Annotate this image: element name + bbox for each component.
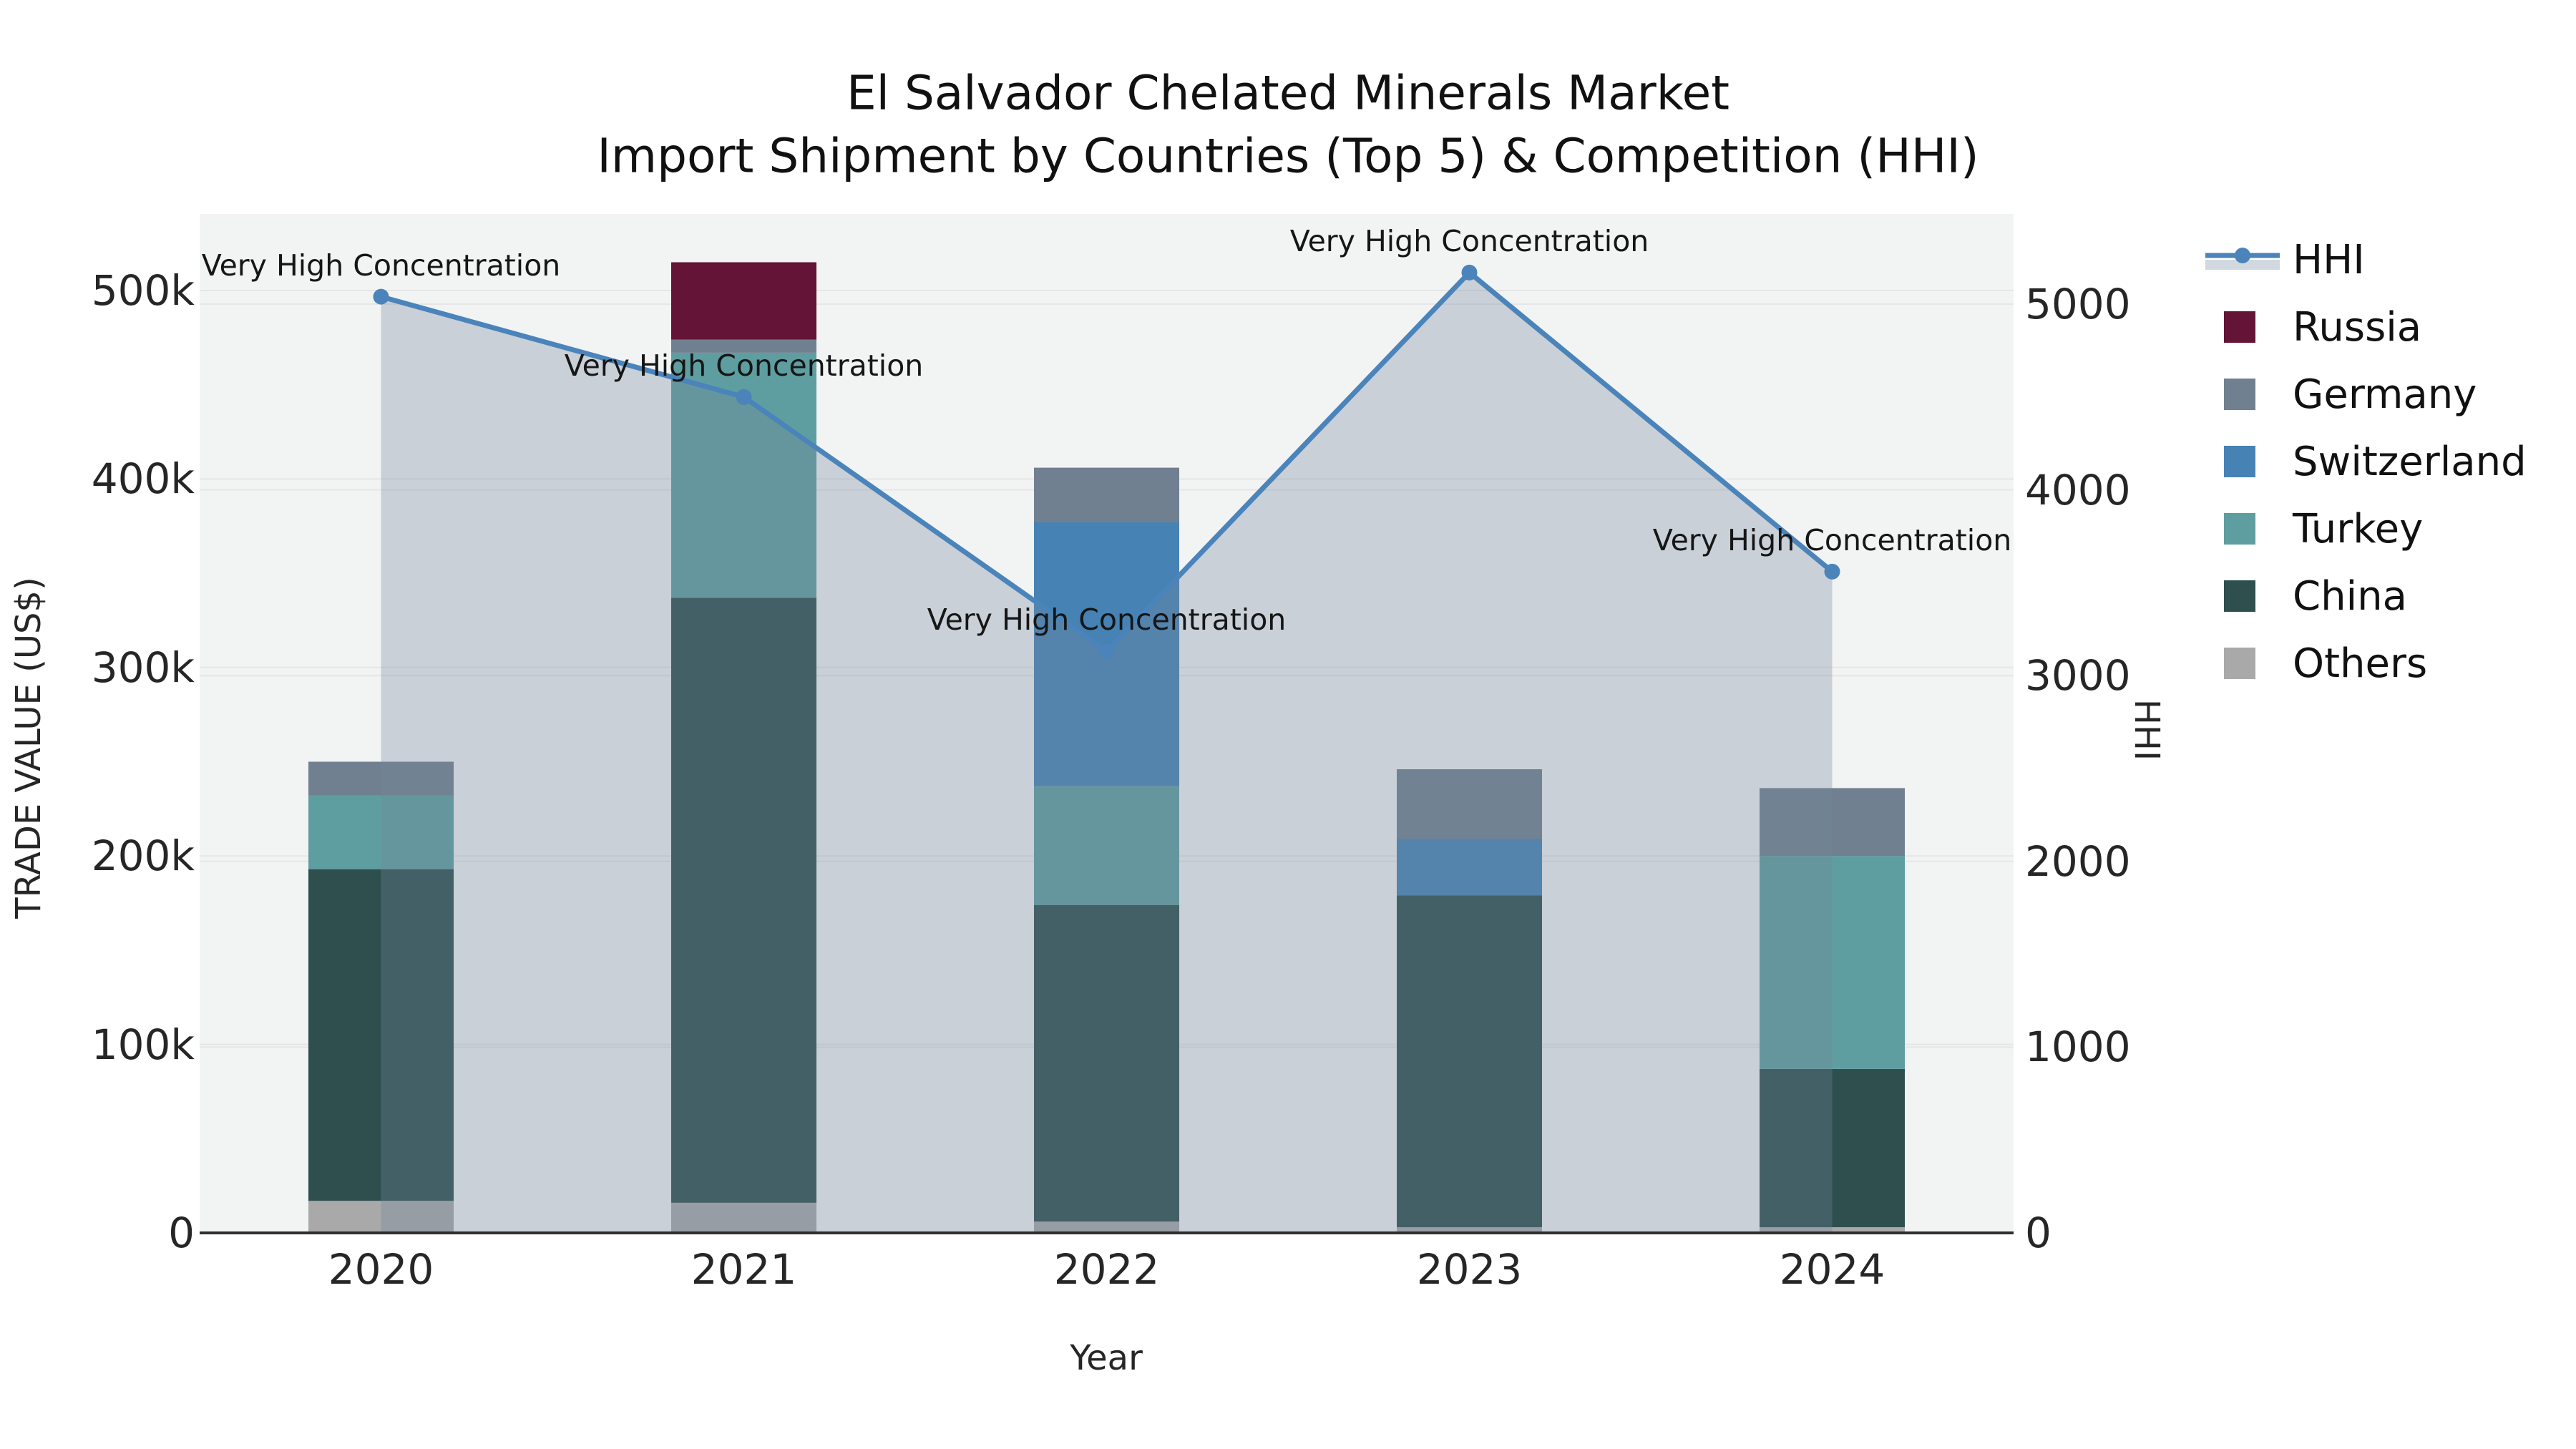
legend-label-germany: Germany bbox=[2293, 371, 2477, 418]
bar-segment-germany-2024[interactable] bbox=[1760, 788, 1905, 857]
bar-segment-china-2023[interactable] bbox=[1397, 895, 1542, 1228]
chart-title-line1: El Salvador Chelated Minerals Market bbox=[846, 65, 1730, 121]
bar-segment-china-2024[interactable] bbox=[1760, 1068, 1905, 1228]
annotation-very-high-concentration-2024: Very High Concentration bbox=[1652, 522, 2012, 557]
legend-label-china: China bbox=[2293, 572, 2407, 620]
bar-segment-others-2021[interactable] bbox=[671, 1202, 816, 1233]
x-tick-2024: 2024 bbox=[1779, 1245, 1885, 1294]
bar-segment-germany-2021[interactable] bbox=[671, 339, 816, 353]
legend-swatch-china-icon bbox=[2224, 580, 2255, 612]
annotation-very-high-concentration-2023: Very High Concentration bbox=[1289, 223, 1649, 258]
legend-item-turkey[interactable]: Turkey bbox=[2202, 495, 2527, 562]
legend-label-hhi: HHI bbox=[2293, 236, 2365, 283]
y-right-tick-3000: 3000 bbox=[2025, 651, 2131, 701]
y-right-tick-2000: 2000 bbox=[2025, 836, 2131, 886]
legend-swatch-russia-icon bbox=[2224, 311, 2255, 343]
hhi-marker-2024[interactable] bbox=[1824, 563, 1840, 580]
bar-segment-china-2020[interactable] bbox=[308, 869, 454, 1201]
y-left-tick-100k: 100k bbox=[91, 1020, 195, 1069]
bar-segment-china-2021[interactable] bbox=[671, 597, 816, 1203]
bar-segment-turkey-2022[interactable] bbox=[1034, 786, 1179, 905]
bar-segment-switzerland-2023[interactable] bbox=[1397, 839, 1542, 896]
y-axis-left-title: TRADE VALUE (US$) bbox=[9, 577, 49, 919]
legend-item-germany[interactable]: Germany bbox=[2202, 361, 2527, 428]
y-axis-right-title: HHI bbox=[2127, 698, 2167, 761]
x-tick-2023: 2023 bbox=[1416, 1245, 1523, 1294]
bar-segment-germany-2020[interactable] bbox=[308, 761, 454, 796]
legend-item-hhi[interactable]: HHI bbox=[2202, 226, 2527, 293]
legend-swatch-turkey-icon bbox=[2224, 513, 2255, 545]
legend-item-china[interactable]: China bbox=[2202, 562, 2527, 630]
legend-item-russia[interactable]: Russia bbox=[2202, 293, 2527, 361]
legend-swatch-others-icon bbox=[2224, 648, 2255, 679]
legend-swatch-switzerland-icon bbox=[2224, 446, 2255, 477]
y-left-tick-400k: 400k bbox=[91, 454, 195, 504]
annotation-very-high-concentration-2022: Very High Concentration bbox=[927, 602, 1287, 638]
legend: HHI Russia Germany Switzerland Turkey China Ot… bbox=[2202, 226, 2527, 697]
hhi-area-fill bbox=[381, 272, 1833, 1233]
bar-segment-turkey-2024[interactable] bbox=[1760, 856, 1905, 1069]
legend-item-switzerland[interactable]: Switzerland bbox=[2202, 428, 2527, 495]
hhi-marker-2022[interactable] bbox=[1098, 643, 1115, 660]
x-tick-2020: 2020 bbox=[328, 1245, 434, 1294]
y-left-tick-300k: 300k bbox=[91, 643, 195, 692]
bar-segment-germany-2022[interactable] bbox=[1034, 467, 1179, 522]
bar-segment-others-2022[interactable] bbox=[1034, 1221, 1179, 1233]
legend-label-russia: Russia bbox=[2293, 303, 2422, 351]
hhi-line-icon bbox=[2205, 248, 2280, 270]
y-left-tick-500k: 500k bbox=[91, 266, 195, 315]
bar-segment-turkey-2020[interactable] bbox=[308, 795, 454, 869]
y-right-tick-0: 0 bbox=[2025, 1209, 2051, 1257]
bar-segment-russia-2021[interactable] bbox=[671, 262, 816, 340]
chart-title-line2: Import Shipment by Countries (Top 5) & C… bbox=[597, 128, 1979, 184]
bar-segment-germany-2023[interactable] bbox=[1397, 769, 1542, 839]
x-tick-2022: 2022 bbox=[1053, 1245, 1160, 1294]
hhi-marker-2021[interactable] bbox=[736, 389, 752, 405]
bar-segment-others-2020[interactable] bbox=[308, 1201, 454, 1233]
annotation-very-high-concentration-2021: Very High Concentration bbox=[564, 348, 924, 383]
y-right-tick-5000: 5000 bbox=[2025, 280, 2131, 328]
bar-segment-others-2023[interactable] bbox=[1397, 1227, 1542, 1233]
legend-label-turkey: Turkey bbox=[2293, 505, 2424, 552]
x-tick-2021: 2021 bbox=[691, 1245, 797, 1294]
y-left-tick-200k: 200k bbox=[91, 831, 195, 881]
legend-swatch-germany-icon bbox=[2224, 379, 2255, 410]
y-right-tick-4000: 4000 bbox=[2025, 465, 2131, 514]
hhi-marker-2023[interactable] bbox=[1461, 264, 1478, 280]
hhi-marker-2020[interactable] bbox=[373, 288, 389, 305]
bar-segment-others-2024[interactable] bbox=[1760, 1227, 1905, 1233]
y-left-tick-0: 0 bbox=[168, 1209, 195, 1257]
bar-segment-china-2022[interactable] bbox=[1034, 904, 1179, 1222]
legend-label-switzerland: Switzerland bbox=[2293, 438, 2527, 485]
annotation-very-high-concentration-2020: Very High Concentration bbox=[201, 248, 561, 283]
y-right-tick-1000: 1000 bbox=[2025, 1023, 2131, 1072]
legend-item-others[interactable]: Others bbox=[2202, 630, 2527, 697]
x-axis-title: Year bbox=[1070, 1338, 1143, 1378]
legend-label-others: Others bbox=[2293, 640, 2428, 687]
